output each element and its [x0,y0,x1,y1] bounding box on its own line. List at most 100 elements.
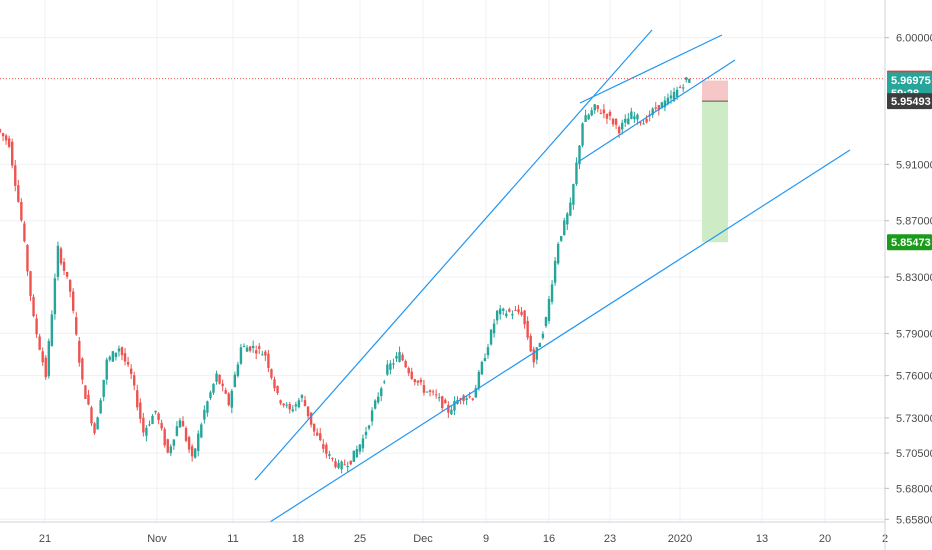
candle-body [535,347,538,360]
candle-body [93,423,96,434]
candle-body [343,464,346,466]
candle [44,355,47,380]
candle [194,448,197,459]
candle-body [123,353,127,362]
candle-body [682,87,685,89]
candle-body [261,354,264,356]
candle-body [11,141,14,166]
candle-body [553,260,557,283]
candle-body [438,397,441,399]
candle [312,423,316,436]
candle [251,340,255,353]
second-price-tag-text: 5.96975 [891,75,931,87]
candle-body [7,138,11,147]
candle-body [1,133,5,137]
candle-body [56,245,60,277]
candle-body [319,433,322,441]
x-tick-label: 16 [543,533,555,545]
candle [169,444,172,457]
candle [297,397,301,409]
candle-body [248,346,252,351]
candle-body [584,115,587,122]
candle [532,346,535,368]
candle-body [75,317,78,335]
candle-body [477,371,481,389]
candle-body [224,390,227,394]
y-tick-label: 5.83000 [896,272,932,284]
candle [416,380,420,386]
candle [505,310,508,319]
candle-body [288,404,291,410]
candle-body [465,398,468,400]
candle-body [236,364,240,376]
candle [123,348,127,366]
candle [258,343,261,355]
candle [599,108,603,115]
candle-body [14,165,17,186]
candle [93,422,96,435]
candle [325,442,328,459]
candle [377,392,380,405]
target-price-tag: 5.85473 [887,234,932,251]
candle [383,379,386,385]
candle-body [416,380,420,383]
candle [529,333,532,353]
candle [685,76,688,83]
candle [133,371,136,391]
candle-body [215,373,218,382]
candle-body [508,309,511,312]
candle-body [358,444,362,452]
candle-body [306,406,310,417]
candle-body [611,118,615,125]
x-tick-label: 25 [354,533,366,545]
x-tick-label: 9 [483,533,489,545]
candle [392,358,395,369]
candle [184,426,188,443]
candle-body [514,309,517,311]
candle-body [407,368,410,374]
candle-body [428,390,432,392]
candle [181,416,185,427]
trend-line-lower-support [269,149,851,523]
stop-loss-zone [702,80,728,102]
candle [584,109,587,123]
candle-body [688,79,691,83]
candle [282,402,285,408]
candle-body [450,409,453,415]
candle [221,379,224,392]
candle [410,367,413,380]
candle-body [578,145,581,165]
candle-body [590,110,593,116]
candle [550,280,554,305]
candle-body [136,390,139,408]
candle-body [297,400,301,408]
candle-body [651,108,654,115]
candle [261,350,264,356]
candle [520,306,523,317]
candle [166,438,169,454]
candle [654,102,657,112]
x-axis: 21Nov111825Dec91623202013202 [0,521,888,545]
candle [459,397,462,405]
candle-body [529,335,532,352]
candle-body [337,463,340,468]
candle [462,394,465,405]
candle-body [41,351,44,363]
candle-body [68,279,72,292]
candle-body [599,112,603,114]
candle [468,392,471,399]
candle [508,307,511,313]
candle-body [340,461,343,470]
candle-body [84,385,87,399]
candle [160,419,163,431]
candle-body [624,118,627,123]
candle-body [133,375,136,386]
candle [431,389,435,396]
candle [373,399,377,410]
candle-body [581,123,584,146]
y-tick-label: 5.76000 [896,371,932,383]
candle [502,307,505,316]
candle-body [166,439,169,453]
